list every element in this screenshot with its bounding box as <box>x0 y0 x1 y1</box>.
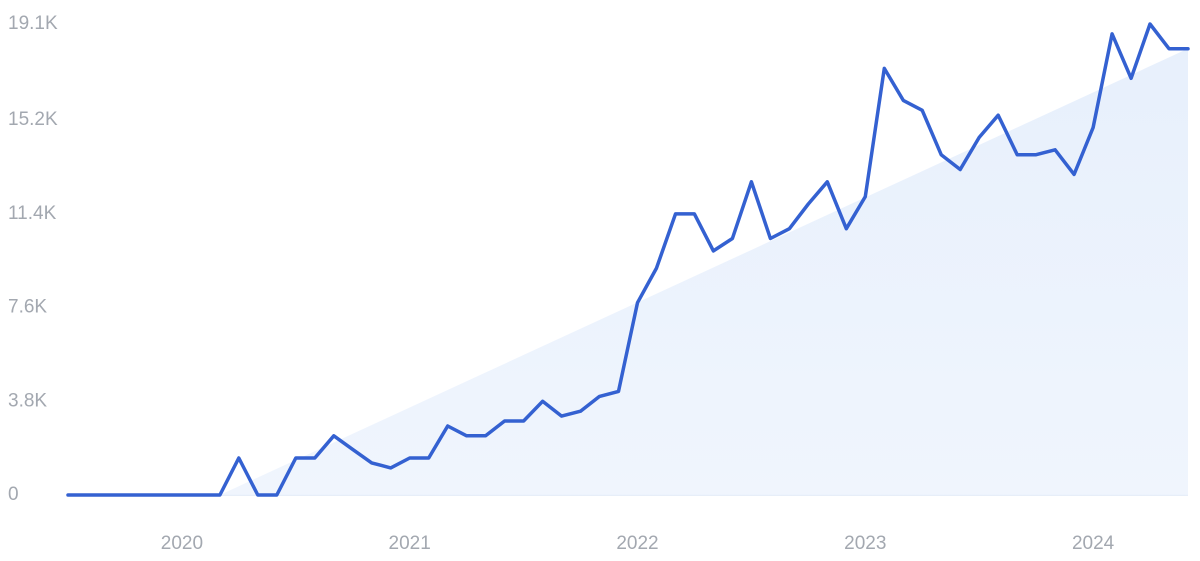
x-tick-label: 2023 <box>844 533 886 554</box>
trend-line <box>66 22 1190 497</box>
trend-area <box>219 48 1189 495</box>
y-tick-label: 0 <box>8 484 19 505</box>
y-tick-label: 15.2K <box>8 109 58 130</box>
x-tick-label: 2021 <box>389 533 431 554</box>
y-tick-label: 7.6K <box>8 297 47 318</box>
x-tick-label: 2024 <box>1072 533 1115 554</box>
x-tick-label: 2022 <box>616 533 658 554</box>
y-tick-label: 11.4K <box>8 203 57 224</box>
y-tick-label: 19.1K <box>8 13 58 34</box>
x-tick-label: 2020 <box>161 533 203 554</box>
y-tick-label: 3.8K <box>8 390 47 411</box>
